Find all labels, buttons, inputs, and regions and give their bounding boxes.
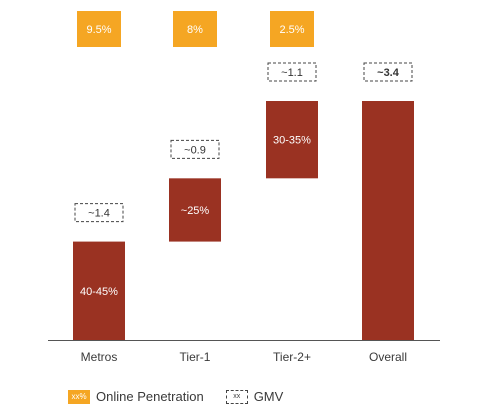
chart-legend: xx% Online Penetration xx GMV xyxy=(68,389,305,404)
penetration-label-tier-2+: 2.5% xyxy=(279,24,304,36)
gmv-box-tier-2+ xyxy=(267,62,317,82)
penetration-box-tier-2+ xyxy=(270,11,314,47)
gmv-box-metros xyxy=(74,203,124,223)
legend-swatch-penetration: xx% xyxy=(68,389,90,404)
gmv-box-overall xyxy=(363,62,413,82)
x-tick-overall: Overall xyxy=(369,350,407,364)
bar-metros xyxy=(73,241,125,340)
penetration-box-metros xyxy=(77,11,121,47)
legend-label-penetration: Online Penetration xyxy=(96,389,204,404)
x-tick-metros: Metros xyxy=(81,350,118,364)
x-tick-tier-2+: Tier-2+ xyxy=(273,350,311,364)
bar-overall xyxy=(362,101,414,340)
bar-tier-2+ xyxy=(266,101,318,179)
bar-label-tier-1: ~25% xyxy=(181,205,210,217)
legend-swatch-gmv: xx xyxy=(225,389,248,404)
gmv-label-metros: ~1.4 xyxy=(88,208,110,220)
gmv-box-tier-1 xyxy=(170,139,220,159)
bar-label-metros: 40-45% xyxy=(80,286,118,298)
x-tick-tier-1: Tier-1 xyxy=(180,350,211,364)
gmv-label-tier-1: ~0.9 xyxy=(184,144,206,156)
legend-item-gmv: xx GMV xyxy=(225,389,284,404)
legend-item-penetration: xx% Online Penetration xyxy=(68,389,204,404)
gmv-label-overall: ~3.4 xyxy=(377,67,400,79)
penetration-label-tier-1: 8% xyxy=(187,24,203,36)
legend-label-gmv: GMV xyxy=(253,389,284,404)
bar-tier-1 xyxy=(169,178,221,242)
gmv-label-tier-2+: ~1.1 xyxy=(281,67,303,79)
penetration-label-metros: 9.5% xyxy=(86,24,111,36)
bar-label-tier-2+: 30-35% xyxy=(273,135,311,147)
penetration-box-tier-1 xyxy=(173,11,217,47)
